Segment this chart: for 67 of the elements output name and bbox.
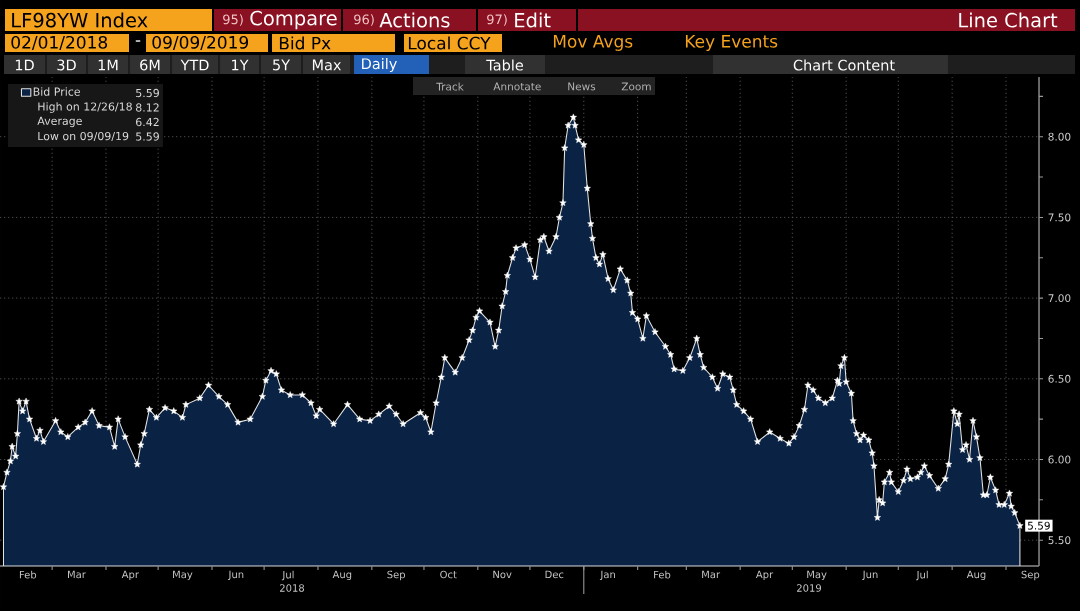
text: 1D: [15, 59, 34, 71]
annotation: Annotate: [493, 82, 541, 91]
text: 6M: [140, 59, 160, 71]
text: Edit: [515, 12, 551, 28]
text: Compare: [250, 10, 337, 30]
x-tick-label: Jan: [599, 570, 615, 581]
x-tick-label: Sep: [387, 570, 406, 581]
x-tick-label: May: [173, 570, 193, 581]
text: 3D: [57, 59, 76, 71]
x-tick-label: Nov: [493, 570, 512, 579]
x-tick-label: Feb: [19, 570, 37, 579]
text: -: [135, 40, 141, 42]
x-tick-label: Mar: [68, 570, 86, 579]
chart-title: LF98YW Index: [12, 12, 148, 28]
annotation: Zoom: [621, 82, 651, 91]
y-tick-label: 6.00: [1048, 455, 1071, 464]
x-tick-label: May: [807, 570, 827, 581]
legend-label: Bid Price: [33, 87, 81, 96]
data-label: 5.59: [1027, 521, 1050, 530]
annotation: 6.42: [136, 117, 159, 127]
annotation: 5.59: [136, 132, 159, 141]
annotation: High on 12/26/18: [38, 102, 132, 113]
x-tick-label: Sep: [1021, 570, 1040, 581]
text: Daily: [362, 57, 397, 73]
text: 09/09/2019: [152, 35, 249, 51]
text: 2019: [797, 584, 822, 592]
text: 96): [354, 14, 374, 26]
y-tick-label: 7.50: [1048, 213, 1071, 222]
annotation: News: [568, 82, 596, 91]
x-tick-label: Feb: [654, 570, 671, 579]
annotation: 8.12: [136, 103, 159, 112]
text: Chart Content: [793, 59, 895, 71]
y-tick-label: 5.50: [1048, 536, 1071, 545]
x-tick-label: Aug: [966, 570, 986, 581]
x-tick-label: Mar: [702, 570, 721, 579]
text: 02/01/2018: [11, 35, 108, 51]
x-tick-label: Dec: [545, 570, 564, 579]
annotation: Track: [436, 82, 464, 91]
text: Table: [486, 59, 524, 71]
text: Mov Avgs: [553, 35, 633, 51]
x-tick-label: Jun: [862, 570, 878, 581]
text: 5Y: [273, 59, 291, 71]
y-tick-label: 8.00: [1048, 132, 1071, 141]
annotation: Average: [37, 116, 82, 128]
x-tick-label: Apr: [121, 570, 139, 581]
text: Bid Px: [279, 36, 331, 50]
x-tick-label: Oct: [440, 570, 457, 579]
text: Local CCY: [408, 36, 491, 50]
text: 1M: [98, 59, 118, 71]
text: Max: [312, 59, 342, 71]
text: Line Chart: [959, 12, 1058, 28]
text: YTD: [180, 59, 209, 71]
text: 2018: [280, 584, 305, 592]
x-tick-label: Jul: [916, 570, 928, 581]
x-tick-label: Aug: [332, 570, 352, 581]
x-tick-label: Jul: [281, 570, 294, 581]
text: 95): [223, 14, 243, 26]
annotation: 5.59: [136, 88, 159, 98]
text: 1Y: [232, 59, 249, 71]
annotation: Low on 09/09/19: [38, 131, 129, 142]
x-tick-label: Jun: [227, 570, 244, 581]
x-tick-label: Apr: [755, 570, 774, 581]
text: Key Events: [685, 35, 778, 51]
text: 97): [487, 14, 507, 26]
text: Actions: [379, 12, 450, 28]
y-tick-label: 7.00: [1048, 294, 1071, 303]
y-tick-label: 6.50: [1048, 374, 1071, 383]
